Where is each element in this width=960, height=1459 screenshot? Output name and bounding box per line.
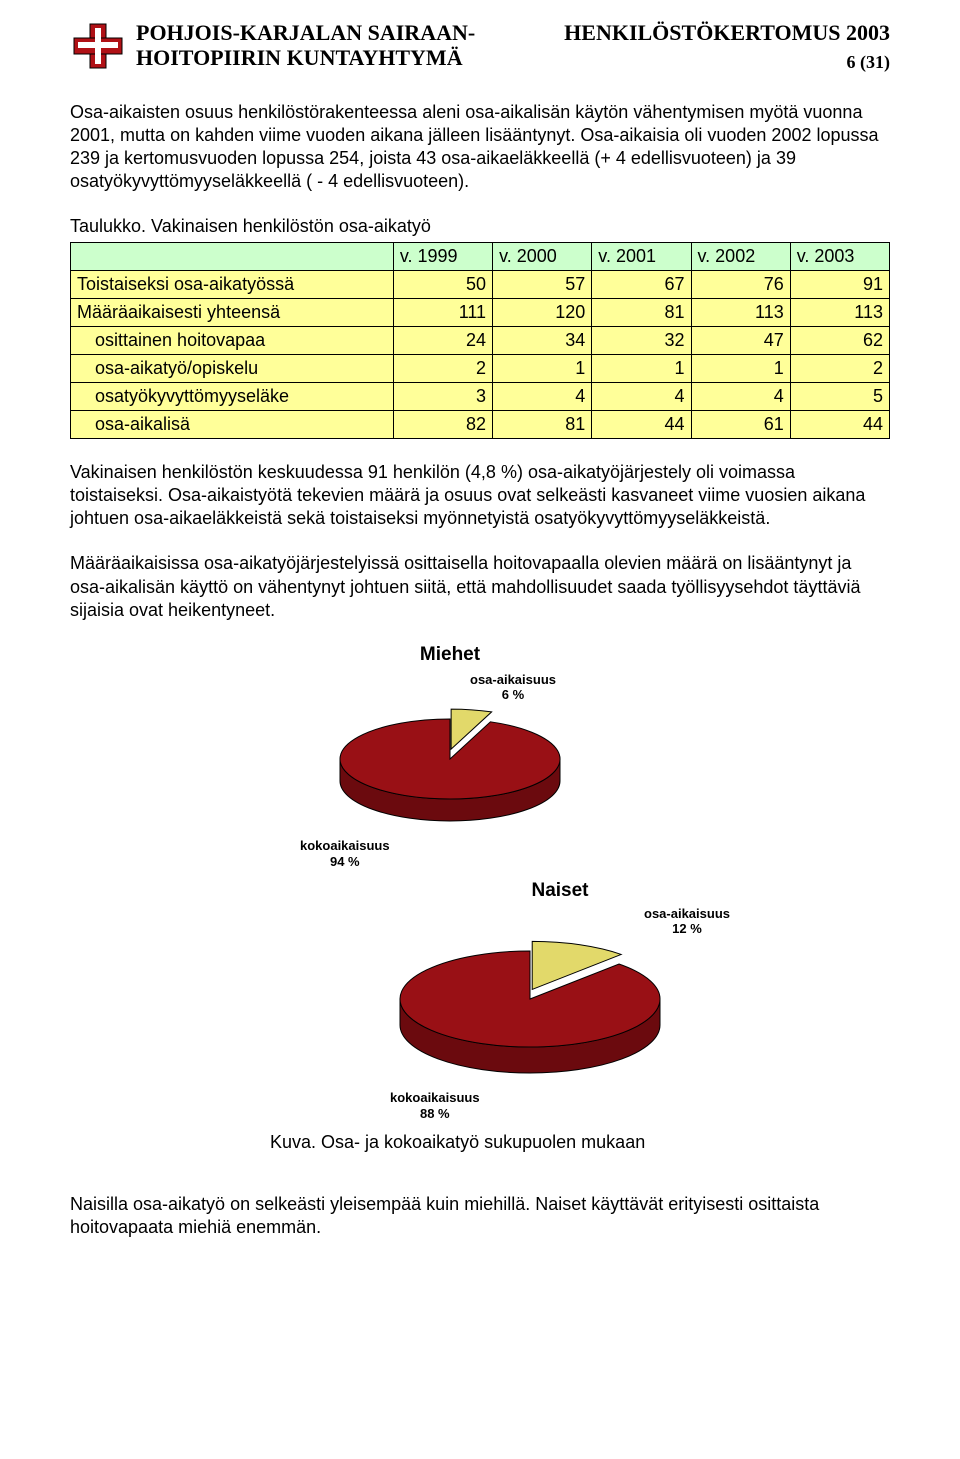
org-line2: HOITOPIIRIN KUNTAYHTYMÄ	[136, 45, 463, 70]
cell: 47	[691, 327, 790, 355]
cell: 67	[592, 271, 691, 299]
chart-naiset-title: Naiset	[370, 880, 750, 902]
page-header: POHJOIS-KARJALAN SAIRAAN- HOITOPIIRIN KU…	[70, 20, 890, 73]
cell: 113	[691, 299, 790, 327]
table-row: osa-aikalisä8281446144	[71, 411, 890, 439]
cell: 82	[393, 411, 492, 439]
col-1999: v. 1999	[393, 243, 492, 271]
row-label: osa-aikatyö/opiskelu	[71, 355, 394, 383]
cell: 3	[393, 383, 492, 411]
cell: 4	[691, 383, 790, 411]
table-row: osatyökyvyttömyyseläke34445	[71, 383, 890, 411]
cell: 34	[493, 327, 592, 355]
cell: 111	[393, 299, 492, 327]
row-label: osa-aikalisä	[71, 411, 394, 439]
paragraph-4: Naisilla osa-aikatyö on selkeästi yleise…	[70, 1193, 890, 1239]
org-name: POHJOIS-KARJALAN SAIRAAN- HOITOPIIRIN KU…	[136, 20, 564, 71]
col-2002: v. 2002	[691, 243, 790, 271]
pie-naiset-svg	[380, 932, 680, 1092]
row-label: osittainen hoitovapaa	[71, 327, 394, 355]
cell: 81	[493, 411, 592, 439]
paragraph-3: Määräaikaisissa osa-aikatyöjärjestelyiss…	[70, 552, 890, 621]
chart-miehet-title: Miehet	[150, 644, 750, 666]
cell: 2	[393, 355, 492, 383]
cell: 113	[790, 299, 889, 327]
cell: 76	[691, 271, 790, 299]
cell: 91	[790, 271, 889, 299]
table-row: Määräaikaisesti yhteensä11112081113113	[71, 299, 890, 327]
row-label: Toistaiseksi osa-aikatyössä	[71, 271, 394, 299]
cell: 1	[691, 355, 790, 383]
org-logo	[70, 20, 128, 72]
col-2003: v. 2003	[790, 243, 889, 271]
cell: 44	[592, 411, 691, 439]
table-row: Toistaiseksi osa-aikatyössä5057677691	[71, 271, 890, 299]
page-number: 6 (31)	[564, 52, 890, 73]
col-2001: v. 2001	[592, 243, 691, 271]
table-row: osittainen hoitovapaa2434324762	[71, 327, 890, 355]
cell: 4	[592, 383, 691, 411]
row-label: osatyökyvyttömyyseläke	[71, 383, 394, 411]
miehet-osa-label: osa-aikaisuus 6 %	[470, 672, 556, 703]
pie-miehet-svg	[320, 700, 580, 840]
table-caption: Taulukko. Vakinaisen henkilöstön osa-aik…	[70, 215, 890, 238]
cell: 1	[592, 355, 691, 383]
chart-naiset: Naiset osa-aikaisuus 12 % kokoaikaisuus …	[310, 880, 750, 1092]
naiset-koko-label: kokoaikaisuus 88 %	[390, 1090, 480, 1121]
cell: 5	[790, 383, 889, 411]
cell: 50	[393, 271, 492, 299]
row-label: Määräaikaisesti yhteensä	[71, 299, 394, 327]
doc-title: HENKILÖSTÖKERTOMUS 2003	[564, 20, 890, 46]
cell: 32	[592, 327, 691, 355]
charts-container: Miehet osa-aikaisuus 6 % kokoaikaisuus 9…	[150, 644, 750, 1153]
part-time-table: v. 1999 v. 2000 v. 2001 v. 2002 v. 2003 …	[70, 242, 890, 439]
cell: 24	[393, 327, 492, 355]
table-row: osa-aikatyö/opiskelu21112	[71, 355, 890, 383]
org-line1: POHJOIS-KARJALAN SAIRAAN-	[136, 20, 475, 45]
cell: 57	[493, 271, 592, 299]
chart-miehet: Miehet osa-aikaisuus 6 % kokoaikaisuus 9…	[150, 644, 750, 840]
cell: 2	[790, 355, 889, 383]
miehet-koko-label: kokoaikaisuus 94 %	[300, 838, 390, 869]
cell: 81	[592, 299, 691, 327]
cell: 4	[493, 383, 592, 411]
col-blank	[71, 243, 394, 271]
cell: 120	[493, 299, 592, 327]
naiset-osa-label: osa-aikaisuus 12 %	[644, 906, 730, 937]
paragraph-2: Vakinaisen henkilöstön keskuudessa 91 he…	[70, 461, 890, 530]
paragraph-1: Osa-aikaisten osuus henkilöstörakenteess…	[70, 101, 890, 193]
cell: 1	[493, 355, 592, 383]
cell: 44	[790, 411, 889, 439]
figure-caption: Kuva. Osa- ja kokoaikatyö sukupuolen muk…	[270, 1132, 750, 1153]
col-2000: v. 2000	[493, 243, 592, 271]
cell: 62	[790, 327, 889, 355]
cell: 61	[691, 411, 790, 439]
table-header-row: v. 1999 v. 2000 v. 2001 v. 2002 v. 2003	[71, 243, 890, 271]
